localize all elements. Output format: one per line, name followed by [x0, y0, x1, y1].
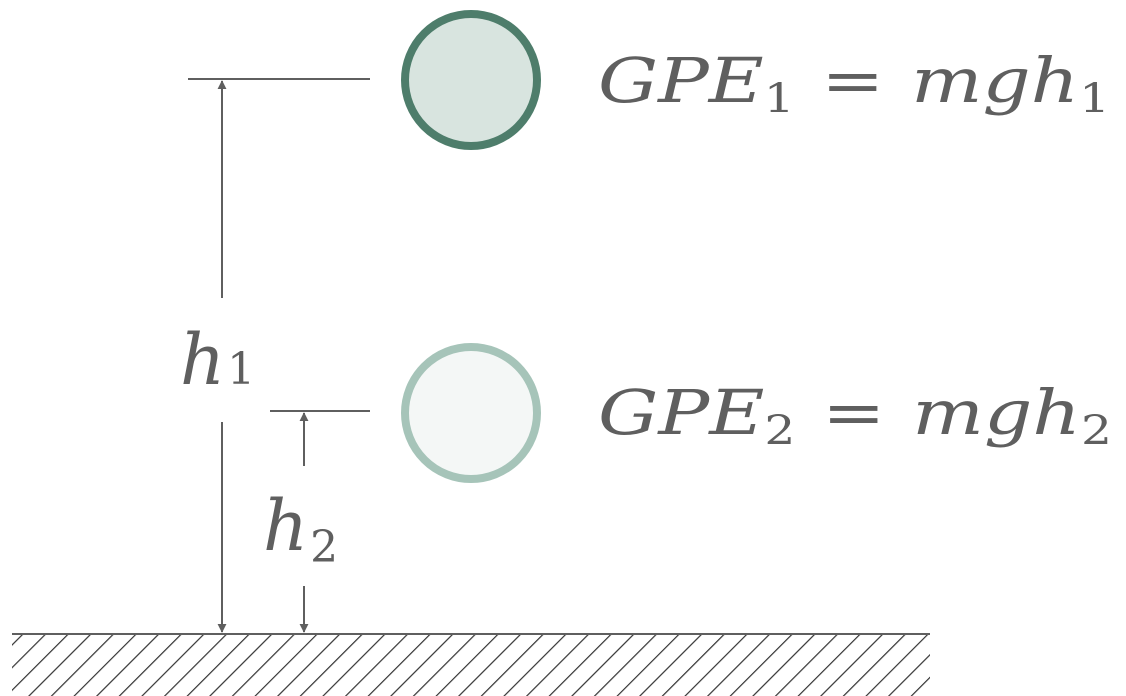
h2-label: h2: [263, 485, 338, 573]
ball-high: [401, 10, 541, 150]
gpe2-equation: GPE 2 = mgh 2: [598, 376, 1112, 454]
ball-low: [401, 343, 541, 483]
gpe1-equation: GPE 1 = mgh 1: [598, 44, 1110, 122]
h1-label: h1: [180, 319, 255, 401]
ground-hatch: [12, 634, 930, 696]
